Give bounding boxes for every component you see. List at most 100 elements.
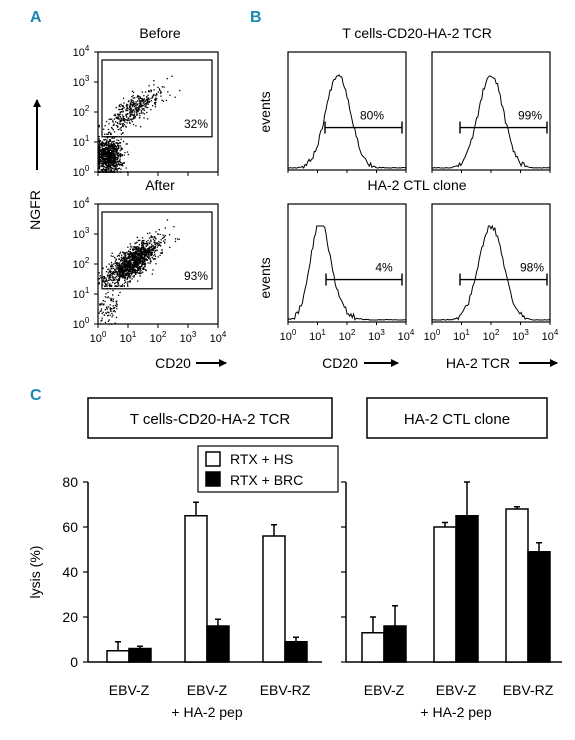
event-dot — [138, 106, 140, 108]
event-dot — [137, 280, 139, 282]
event-dot — [120, 127, 122, 129]
category-label: + HA-2 pep — [171, 704, 242, 720]
event-dot — [154, 258, 156, 260]
event-dot — [156, 246, 158, 248]
event-dot — [124, 279, 126, 282]
event-dot — [114, 145, 117, 147]
event-dot — [116, 157, 118, 159]
event-dot — [106, 144, 108, 146]
event-dot — [130, 103, 132, 105]
event-dot — [106, 306, 108, 308]
event-dot — [118, 108, 120, 111]
panel-c-title-box-right — [366, 397, 548, 439]
event-dot — [134, 268, 136, 271]
event-dot — [115, 258, 117, 260]
event-dot — [127, 119, 129, 121]
event-dot — [135, 250, 137, 252]
event-dot — [122, 163, 124, 165]
event-dot — [140, 104, 143, 106]
event-dot — [113, 171, 116, 173]
event-dot — [121, 272, 123, 274]
event-dot — [102, 150, 104, 152]
event-dot — [129, 266, 131, 268]
x-tick-label: 104 — [542, 328, 559, 343]
event-dot — [141, 98, 143, 100]
event-dot — [137, 258, 139, 260]
event-dot — [138, 267, 140, 270]
event-dot — [113, 151, 115, 153]
event-dot — [160, 95, 162, 97]
event-dot — [122, 266, 125, 269]
event-dot — [104, 171, 107, 173]
x-tick-label: 103 — [512, 328, 529, 343]
event-dot — [130, 100, 132, 103]
event-dot — [128, 264, 130, 267]
event-dot — [127, 269, 129, 271]
event-dot — [112, 151, 114, 153]
event-dot — [127, 264, 129, 266]
event-dot — [115, 316, 118, 319]
event-dot — [111, 300, 113, 302]
event-dot — [161, 237, 164, 239]
event-dot — [151, 248, 153, 250]
event-dot — [110, 279, 112, 281]
event-dot — [130, 266, 132, 268]
event-dot — [117, 145, 119, 147]
event-dot — [160, 90, 162, 92]
event-dot — [120, 168, 122, 170]
event-dot — [119, 265, 121, 267]
event-dot — [108, 148, 110, 150]
event-dot — [160, 241, 162, 244]
event-dot — [98, 278, 100, 280]
event-dot — [116, 154, 118, 156]
event-dot — [106, 308, 108, 310]
event-dot — [131, 104, 133, 106]
event-dot — [99, 158, 101, 160]
event-dot — [137, 109, 139, 111]
event-dot — [107, 167, 109, 169]
event-dot — [124, 259, 126, 262]
event-dot — [126, 268, 128, 270]
event-dot — [129, 107, 131, 109]
event-dot — [133, 258, 135, 260]
event-dot — [147, 118, 149, 120]
event-dot — [102, 304, 105, 306]
event-dot — [106, 157, 108, 160]
x-tick-label: 101 — [453, 328, 470, 343]
event-dot — [126, 269, 128, 272]
histogram-curve — [288, 74, 407, 169]
event-dot — [121, 285, 123, 287]
event-dot — [114, 268, 116, 270]
gate-box — [101, 59, 213, 138]
event-dot — [110, 118, 113, 120]
event-dot — [161, 251, 163, 253]
event-dot — [159, 254, 161, 257]
event-dot — [105, 147, 107, 149]
event-dot — [104, 309, 106, 311]
event-dot — [102, 148, 104, 150]
event-dot — [112, 273, 114, 275]
event-dot — [103, 168, 105, 171]
event-dot — [124, 277, 126, 280]
event-dot — [127, 113, 129, 115]
event-dot — [119, 275, 122, 277]
event-dot — [119, 273, 121, 275]
event-dot — [140, 267, 142, 269]
event-dot — [129, 276, 131, 278]
event-dot — [161, 86, 163, 88]
event-dot — [158, 88, 161, 90]
event-dot — [139, 239, 141, 241]
event-dot — [129, 105, 131, 107]
event-dot — [105, 138, 107, 141]
event-dot — [109, 273, 112, 276]
event-dot — [129, 104, 131, 106]
event-dot — [111, 171, 113, 173]
event-dot — [123, 271, 125, 273]
event-dot — [146, 98, 148, 101]
event-dot — [130, 108, 132, 110]
event-dot — [166, 219, 169, 221]
event-dot — [120, 129, 122, 131]
event-dot — [103, 152, 105, 154]
event-dot — [117, 168, 120, 170]
